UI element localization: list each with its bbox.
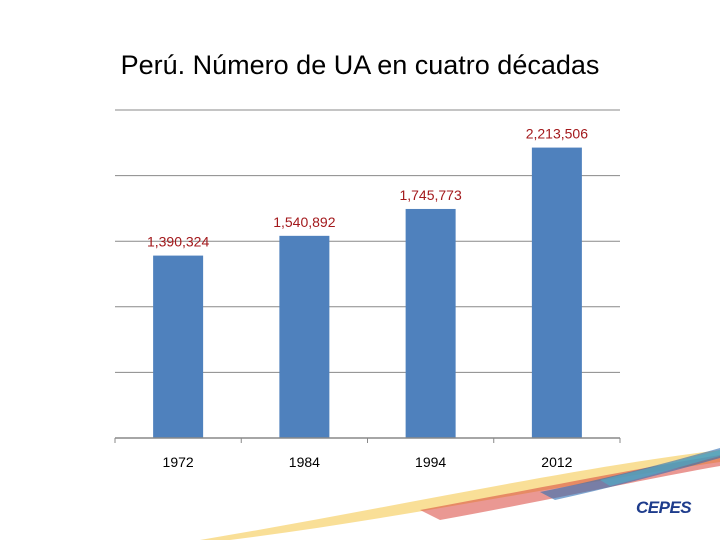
- x-tick-label-1972: 1972: [163, 454, 194, 470]
- decorative-swoosh: [200, 448, 720, 540]
- chart-title: Perú. Número de UA en cuatro décadas: [120, 50, 600, 80]
- data-label-2012: 2,213,506: [526, 126, 588, 142]
- bar-2012: [531, 147, 582, 438]
- x-tick-label-1984: 1984: [289, 454, 320, 470]
- x-tick-label-1994: 1994: [415, 454, 446, 470]
- bar-1972: [153, 255, 204, 438]
- bar-1984: [279, 235, 330, 438]
- bar-1994: [405, 208, 456, 438]
- data-label-1984: 1,540,892: [273, 214, 335, 230]
- data-label-1994: 1,745,773: [399, 187, 461, 203]
- cepes-logo: CEPES: [636, 498, 692, 517]
- x-tick-label-2012: 2012: [541, 454, 572, 470]
- data-label-1972: 1,390,324: [147, 234, 209, 250]
